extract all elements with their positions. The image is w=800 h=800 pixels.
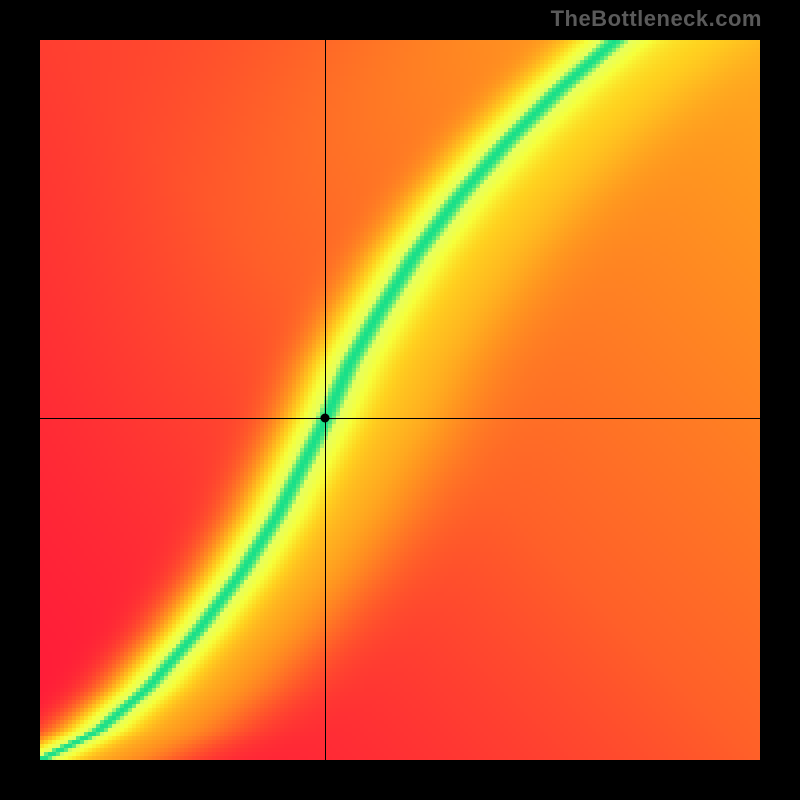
- heatmap-plot: [40, 40, 760, 760]
- watermark-text: TheBottleneck.com: [551, 6, 762, 32]
- heatmap-canvas: [40, 40, 760, 760]
- page-root: TheBottleneck.com: [0, 0, 800, 800]
